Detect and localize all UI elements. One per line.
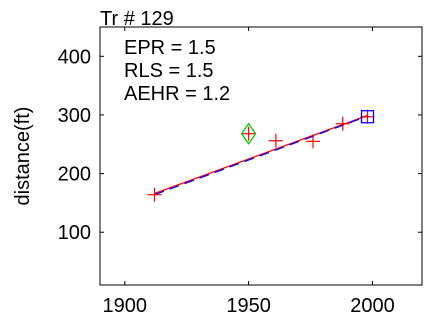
- data-markers: [147, 109, 375, 202]
- diamond-marker: [240, 122, 257, 145]
- x-tick-label: 2000: [350, 295, 395, 317]
- annotation-text: EPR = 1.5: [124, 37, 216, 59]
- y-axis-label: distance(ft): [12, 107, 34, 206]
- plus-marker: [335, 116, 350, 131]
- dashed-trend-line: [154, 115, 368, 196]
- plus-marker: [306, 134, 321, 149]
- y-tick-labels: 100 200 300 400: [58, 46, 91, 244]
- y-tick-label: 400: [58, 46, 91, 68]
- plus-marker: [268, 133, 283, 148]
- square-marker: [360, 110, 375, 124]
- annotation-text: RLS = 1.5: [124, 60, 214, 82]
- x-tick-label: 1900: [103, 295, 148, 317]
- y-tick-label: 100: [58, 222, 91, 244]
- plot-area-frame: [99, 26, 423, 286]
- plus-marker: [241, 126, 256, 141]
- tick-marks: [100, 27, 422, 285]
- x-tick-label: 1950: [226, 295, 271, 317]
- x-tick-labels: 1900 1950 2000: [103, 295, 395, 317]
- y-tick-label: 200: [58, 164, 91, 186]
- fit-lines: [154, 114, 368, 196]
- chart-title: Tr # 129: [100, 8, 174, 30]
- solid-trend-line: [154, 114, 368, 195]
- plus-marker: [147, 187, 162, 202]
- y-tick-label: 300: [58, 105, 91, 127]
- plus-marker: [360, 109, 375, 124]
- annotation-text: AEHR = 1.2: [124, 83, 230, 105]
